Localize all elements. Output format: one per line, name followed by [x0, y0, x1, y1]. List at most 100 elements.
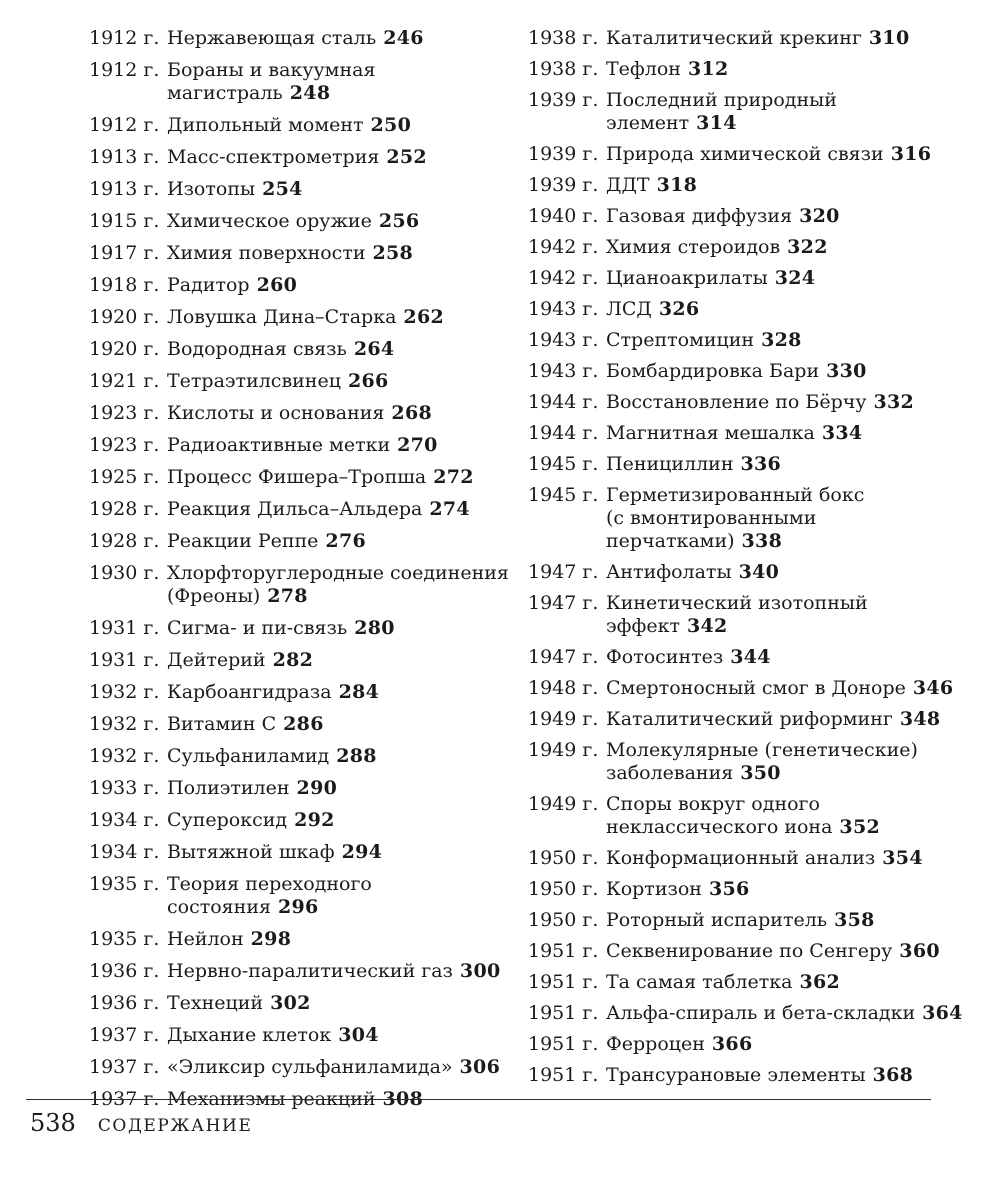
toc-entry-title: Реакция Дильса–Альдера [167, 498, 423, 520]
toc-entry-year: 1936 г. [89, 960, 160, 982]
toc-entry-page-number: 320 [799, 205, 840, 227]
toc-entry: 1938 г. Тефлон 312 [528, 58, 974, 81]
toc-entry-text: Газовая диффузия 320 [606, 205, 974, 228]
toc-entry-text: Та самая таблетка 362 [606, 971, 974, 994]
toc-entry-page-number: 346 [912, 677, 954, 699]
toc-entry-title: Химия стероидов [606, 236, 781, 258]
toc-entry-title: Теория переходного состояния [167, 873, 378, 918]
toc-entry: 1939 г. Природа химической связи 316 [528, 143, 974, 166]
toc-entry-page-number: 326 [658, 298, 700, 320]
toc-entry-year: 1920 г. [89, 306, 160, 328]
toc-entry-page-number: 316 [890, 143, 932, 165]
toc-entry: 1945 г. Пенициллин 336 [528, 453, 974, 476]
toc-entry-title: Дипольный момент [167, 114, 364, 136]
toc-entry-title: Антифолаты [606, 561, 732, 583]
toc-entry-text: Кортизон 356 [606, 878, 974, 901]
toc-entry-title: Споры вокруг одного неклассического иона [606, 793, 833, 838]
toc-entry: 1923 г. Кислоты и основания 268 [89, 402, 528, 425]
toc-entry: 1950 г. Кортизон 356 [528, 878, 974, 901]
toc-entry: 1947 г. Антифолаты 340 [528, 561, 974, 584]
toc-entry-year: 1913 г. [89, 178, 160, 200]
toc-entry-page-number: 246 [383, 27, 424, 49]
toc-entry-text: Кислоты и основания 268 [167, 402, 528, 425]
toc-entry-text: Фотосинтез 344 [606, 646, 974, 669]
toc-entry-text: Секвенирование по Сенгеру 360 [606, 940, 974, 963]
toc-entry-text: Смертоносный смог в Доноре 346 [606, 677, 974, 700]
toc-entry: 1937 г. Дыхание клеток 304 [89, 1024, 528, 1047]
toc-entry-title: Хлорфторуглеродные соединения (Фреоны) [167, 562, 509, 607]
toc-entry: 1915 г. Химическое оружие 256 [89, 210, 528, 233]
toc-entry-page-number: 294 [341, 841, 383, 863]
toc-entry-text: Магнитная мешалка 334 [606, 422, 974, 445]
toc-entry-page-number: 268 [391, 402, 432, 424]
toc-entry-title: Процесс Фишера–Тропша [167, 466, 427, 488]
toc-entry-year: 1942 г. [528, 236, 599, 258]
toc-entry-page-number: 322 [787, 236, 828, 258]
toc-entry: 1913 г. Изотопы 254 [89, 178, 528, 201]
toc-entry: 1928 г. Реакция Дильса–Альдера 274 [89, 498, 528, 521]
toc-entry-text: «Эликсир сульфаниламида» 306 [167, 1056, 528, 1079]
toc-entry-title: Бораны и вакуумная магистраль [167, 59, 376, 104]
toc-entry-year: 1936 г. [89, 992, 160, 1014]
toc-entry-page-number: 366 [711, 1033, 753, 1055]
toc-entry-page-number: 260 [256, 274, 298, 296]
toc-entry-page-number: 340 [738, 561, 780, 583]
toc-entry-text: Хлорфторуглеродные соединения (Фреоны) 27… [167, 562, 528, 608]
toc-entry-page-number: 264 [353, 338, 395, 360]
toc-entry-page-number: 312 [687, 58, 729, 80]
toc-entry-title: Нервно-паралитический газ [167, 960, 453, 982]
toc-entry: 1942 г. Химия стероидов 322 [528, 236, 974, 259]
toc-entry-page-number: 356 [708, 878, 750, 900]
toc-entry-text: Конформационный анализ 354 [606, 847, 974, 870]
running-title: СОДЕРЖАНИЕ [97, 1116, 253, 1136]
toc-column-left: 1912 г. Нержавеющая сталь 246 1912 г. Бор… [89, 27, 528, 1120]
toc-entry: 1935 г. Теория переходного состояния 296 [89, 873, 528, 919]
toc-entry-title: Кортизон [606, 878, 702, 900]
toc-entry-page-number: 328 [761, 329, 802, 351]
toc-entry-text: Пенициллин 336 [606, 453, 974, 476]
toc-entry-text: ДДТ 318 [606, 174, 974, 197]
toc-entry-text: Реакции Реппе 276 [167, 530, 528, 553]
toc-entry-page-number: 254 [262, 178, 303, 200]
toc-entry-year: 1925 г. [89, 466, 160, 488]
toc-entry: 1942 г. Цианоакрилаты 324 [528, 267, 974, 290]
toc-entry-title: Газовая диффузия [606, 205, 793, 227]
toc-entry-page-number: 250 [370, 114, 412, 136]
toc-entry-text: Споры вокруг одного неклассического иона… [606, 793, 974, 839]
toc-entry-text: Реакция Дильса–Альдера 274 [167, 498, 528, 521]
toc-entry: 1912 г. Дипольный момент 250 [89, 114, 528, 137]
toc-entry-year: 1912 г. [89, 59, 160, 81]
toc-entry-title: Восстановление по Бёрчу [606, 391, 867, 413]
toc-entry-year: 1937 г. [89, 1024, 160, 1046]
toc-entry: 1947 г. Кинетический изотопный эффект 342 [528, 592, 974, 638]
toc-entry: 1912 г. Нержавеющая сталь 246 [89, 27, 528, 50]
toc-entry-page-number: 352 [839, 816, 880, 838]
toc-entry-year: 1945 г. [528, 453, 599, 475]
toc-entry-text: Молекулярные (генетические) заболевания 3… [606, 739, 974, 785]
toc-entry-page-number: 362 [799, 971, 841, 993]
toc-entry-text: Сульфаниламид 288 [167, 745, 528, 768]
toc-entry-page-number: 302 [270, 992, 311, 1014]
toc-entry: 1931 г. Дейтерий 282 [89, 649, 528, 672]
toc-entry: 1928 г. Реакции Реппе 276 [89, 530, 528, 553]
toc-entry: 1951 г. Та самая таблетка 362 [528, 971, 974, 994]
toc-entry-title: Каталитический риформинг [606, 708, 893, 730]
toc-entry-page-number: 306 [459, 1056, 501, 1078]
toc-entry-page-number: 284 [338, 681, 380, 703]
toc-entry-title: Карбоангидраза [167, 681, 332, 703]
toc-entry-page-number: 276 [325, 530, 366, 552]
toc-entry-title: Конформационный анализ [606, 847, 876, 869]
toc-entry-text: Трансурановые элементы 368 [606, 1064, 974, 1087]
toc-entry-title: Тетраэтилсвинец [167, 370, 341, 392]
toc-entry-year: 1933 г. [89, 777, 160, 799]
toc-entry: 1951 г. Трансурановые элементы 368 [528, 1064, 974, 1087]
toc-entry-year: 1935 г. [89, 928, 160, 950]
toc-entry-page-number: 330 [826, 360, 867, 382]
toc-entry-text: Каталитический крекинг 310 [606, 27, 974, 50]
toc-entry-text: Химия стероидов 322 [606, 236, 974, 259]
toc-entry-title: ДДТ [606, 174, 650, 196]
toc-entry-page-number: 280 [354, 617, 395, 639]
toc-entry-year: 1949 г. [528, 739, 599, 761]
toc-entry-year: 1939 г. [528, 143, 599, 165]
toc-entry-year: 1932 г. [89, 745, 160, 767]
